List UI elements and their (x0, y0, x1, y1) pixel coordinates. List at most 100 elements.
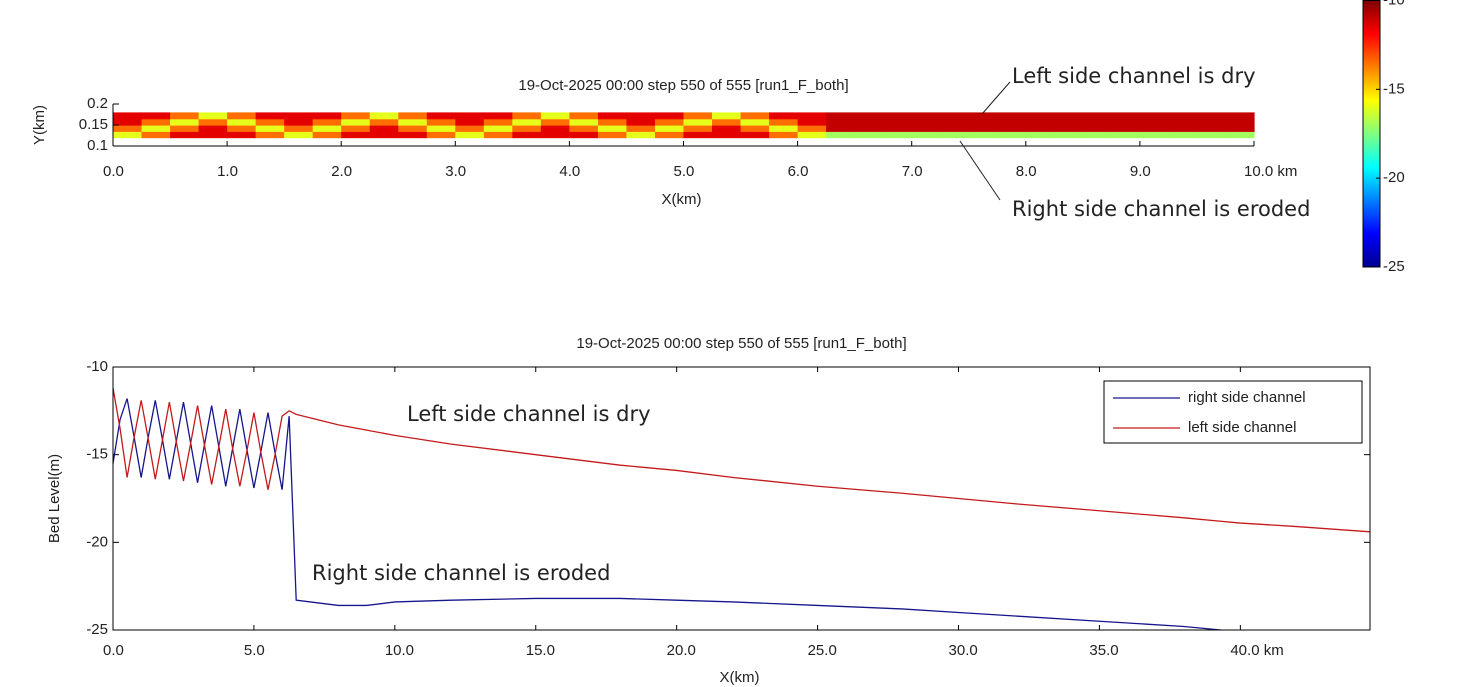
heat-cell (626, 131, 656, 139)
heat-cell (626, 112, 656, 120)
y-axis-label: Y(km) (31, 105, 48, 145)
heat-cell (1225, 112, 1255, 120)
x-tick-label: 5.0 (674, 163, 695, 180)
heat-cell (1111, 112, 1141, 120)
colorbar-tick-label: -20 (1383, 169, 1405, 186)
heat-cell (1025, 125, 1055, 132)
heat-cell (113, 125, 143, 132)
x-axis-label: X(km) (662, 191, 702, 208)
heat-cell (712, 118, 742, 126)
annotation: Right side channel is eroded (1012, 197, 1310, 221)
heat-cell (483, 125, 513, 132)
heat-cell (883, 112, 913, 120)
heat-cell (997, 131, 1027, 139)
heat-cell (398, 125, 428, 132)
heat-cell (141, 112, 171, 120)
heat-cell (1139, 112, 1170, 120)
data-line (112, 387, 1371, 533)
heat-cell (854, 125, 884, 132)
x-tick-label: 10.0 (385, 642, 414, 659)
heat-cell (883, 131, 913, 139)
y-tick-label: -20 (86, 533, 108, 550)
heat-cell (1139, 118, 1170, 126)
heat-cell (940, 112, 970, 120)
heat-cell (284, 131, 314, 139)
heat-cell (569, 131, 599, 139)
heat-cell (654, 118, 685, 126)
heat-cell (968, 131, 998, 139)
legend-label: left side channel (1188, 419, 1296, 436)
heat-cell (540, 125, 570, 132)
heat-cell (883, 118, 913, 126)
colorbar-tick-label: -25 (1383, 258, 1405, 275)
heat-cell (540, 131, 570, 139)
heat-cell (826, 112, 856, 120)
heat-cell (997, 112, 1027, 120)
heat-cell (797, 131, 827, 139)
heat-cell (312, 125, 342, 132)
heat-cell (597, 118, 628, 126)
heat-cell (1225, 125, 1255, 132)
heat-cell (227, 125, 257, 132)
heat-cell (398, 112, 428, 120)
x-tick-label: 8.0 (1016, 163, 1037, 180)
heat-cell (826, 131, 856, 139)
heat-cell (1196, 112, 1227, 120)
heat-cell (683, 125, 713, 132)
heat-cell (341, 118, 371, 126)
heat-cell (113, 112, 143, 120)
heat-cell (854, 118, 884, 126)
heat-cell (426, 125, 456, 132)
x-tick-label: 40.0 km (1230, 642, 1283, 659)
heat-cell (597, 131, 628, 139)
heat-cell (997, 125, 1027, 132)
heat-cell (512, 112, 542, 120)
x-tick-label: 0.0 (103, 642, 124, 659)
heat-cell (540, 118, 570, 126)
heat-cell (740, 131, 770, 139)
heat-cell (712, 131, 742, 139)
heat-cell (626, 118, 656, 126)
heat-cell (654, 125, 685, 132)
heat-cell (1054, 118, 1084, 126)
heat-cell (483, 131, 513, 139)
heat-cell (1082, 125, 1112, 132)
heat-cell (141, 131, 171, 139)
heat-cell (426, 131, 456, 139)
heat-cell (141, 118, 171, 126)
heat-cell (1196, 118, 1227, 126)
heat-cell (255, 125, 285, 132)
heat-cell (769, 118, 799, 126)
heat-cell (312, 118, 342, 126)
heat-cell (911, 112, 941, 120)
y-tick-label: -15 (86, 446, 108, 463)
x-axis-label: X(km) (720, 669, 760, 686)
heat-cell (455, 125, 485, 132)
heat-cell (483, 112, 513, 120)
x-tick-label: 6.0 (788, 163, 809, 180)
heat-cell (1139, 125, 1170, 132)
heat-cell (1082, 112, 1112, 120)
heat-cell (1168, 131, 1198, 139)
heat-cell (512, 131, 542, 139)
heat-cell (170, 118, 200, 126)
heat-cell (284, 112, 314, 120)
heat-cell (1054, 131, 1084, 139)
heat-cell (341, 125, 371, 132)
heat-cell (512, 118, 542, 126)
heat-cell (312, 112, 342, 120)
heat-cell (369, 131, 399, 139)
heat-cell (255, 131, 285, 139)
legend-box (1103, 380, 1363, 444)
heat-cell (911, 131, 941, 139)
heat-cell (1082, 131, 1112, 139)
heat-cell (797, 125, 827, 132)
heat-cell (626, 125, 656, 132)
x-tick-label: 5.0 (244, 642, 265, 659)
x-tick-label: 4.0 (559, 163, 580, 180)
annotation-arrow (981, 81, 1011, 115)
x-tick-label: 1.0 (217, 163, 238, 180)
heat-cell (1054, 125, 1084, 132)
x-tick-label: 2.0 (331, 163, 352, 180)
